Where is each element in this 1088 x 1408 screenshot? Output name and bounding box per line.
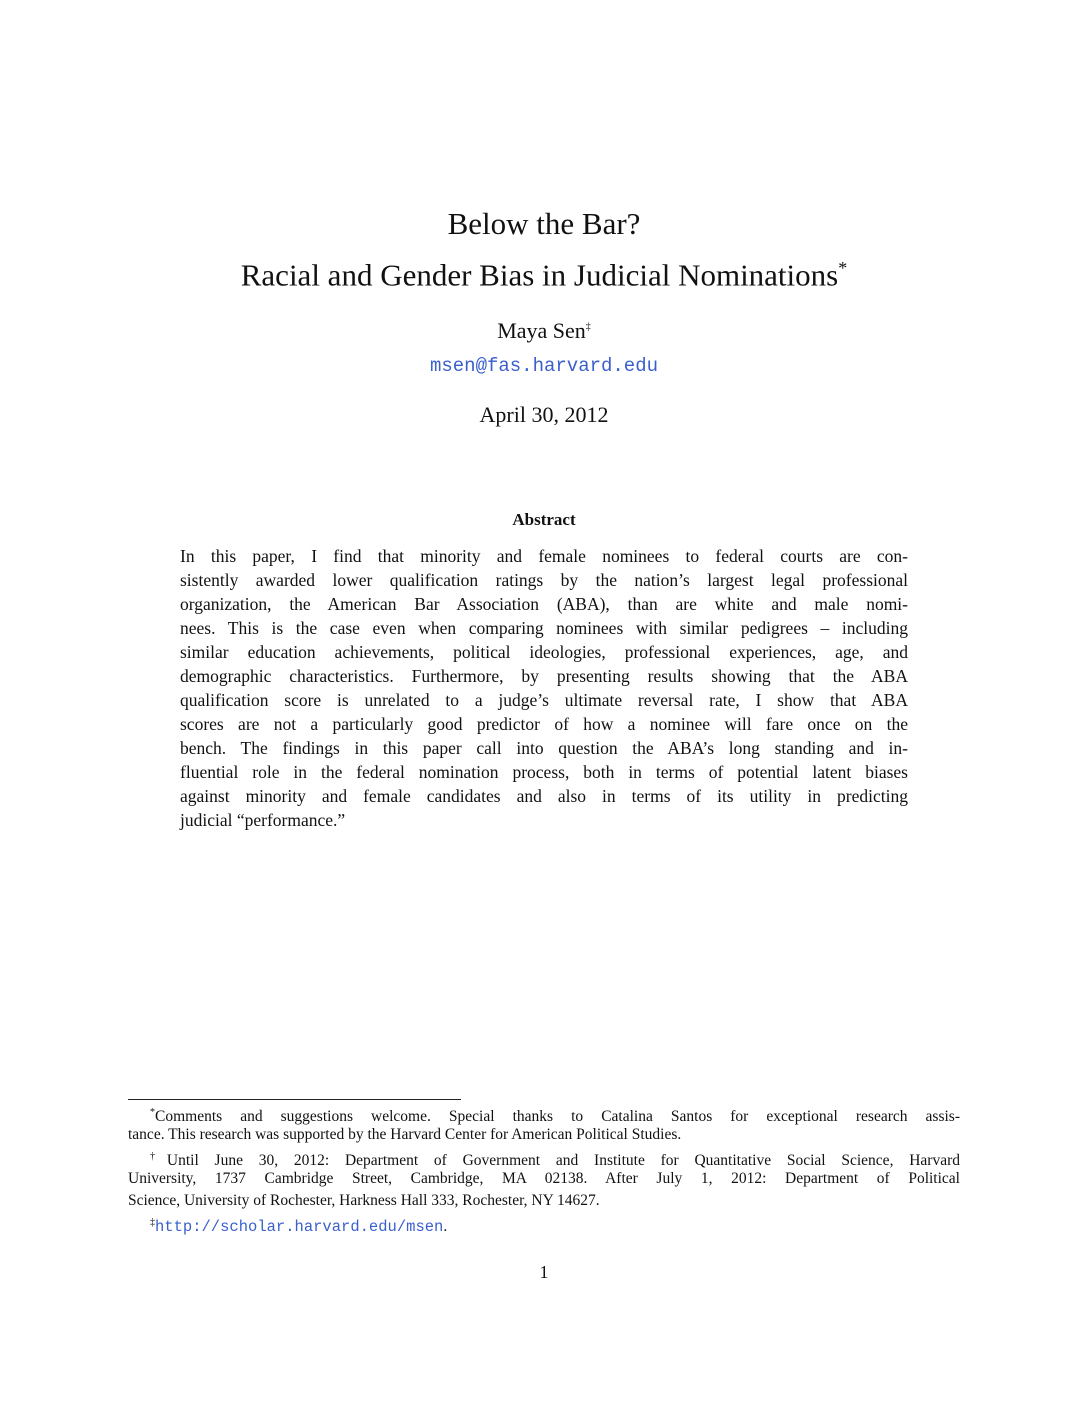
abstract-line: scores are not a particularly good predi… [180,714,908,734]
footnote-1-line: tance. This research was supported by th… [128,1126,682,1143]
footnote-mark: ‡ [150,1217,155,1228]
abstract-line: bench. The findings in this paper call i… [180,738,908,758]
footnote-trail: . [443,1218,448,1236]
abstract-line: sistently awarded lower qualification ra… [180,570,908,590]
abstract-line: demographic characteristics. Furthermore… [180,666,908,686]
footnote-1-line: *Comments and suggestions welcome. Speci… [150,1102,960,1126]
abstract-line: nees. This is the case even when compari… [180,618,908,638]
abstract-line: qualification score is unrelated to a ju… [180,690,908,710]
abstract-line: similar education achievements, politica… [180,642,908,662]
author-email-link[interactable]: msen@fas.harvard.edu [429,355,659,377]
footnote-text: Until June 30, 2012: Department of Gover… [166,1152,960,1170]
email-wrap: msen@fas.harvard.edu [0,354,1088,377]
title-line-2: Racial and Gender Bias in Judicial Nomin… [0,246,1088,297]
abstract-line: In this paper, I find that minority and … [180,546,908,566]
author-name: Maya Sen [497,318,586,343]
author: Maya Sen‡ [0,318,1088,344]
footnote-mark: † [150,1151,167,1162]
date: April 30, 2012 [479,402,609,427]
footnote-2-line: †Until June 30, 2012: Department of Gove… [150,1146,960,1170]
footnote-mark: * [150,1107,155,1118]
footnote-rule [128,1099,461,1100]
abstract-line: against minority and female candidates a… [180,786,908,806]
footnote-3-line: ‡http://scholar.harvard.edu/msen. [150,1212,960,1237]
title-line-1: Below the Bar? [447,206,641,241]
abstract-heading: Abstract [512,510,576,529]
abstract-line: organization, the American Bar Associati… [180,594,908,614]
abstract-line: fluential role in the federal nomination… [180,762,908,782]
author-footnote-mark: ‡ [585,321,591,333]
abstract-line: judicial “performance.” [180,810,346,830]
footnote-text: Comments and suggestions welcome. Specia… [155,1108,960,1126]
page-number: 1 [539,1262,549,1282]
homepage-link[interactable]: http://scholar.harvard.edu/msen [155,1218,444,1237]
title-footnote-mark: * [838,258,848,278]
footnote-2-line: Science, University of Rochester, Harkne… [128,1192,600,1209]
title-text: Racial and Gender Bias in Judicial Nomin… [240,257,839,293]
footnote-2-line: University, 1737 Cambridge Street, Cambr… [128,1170,960,1187]
